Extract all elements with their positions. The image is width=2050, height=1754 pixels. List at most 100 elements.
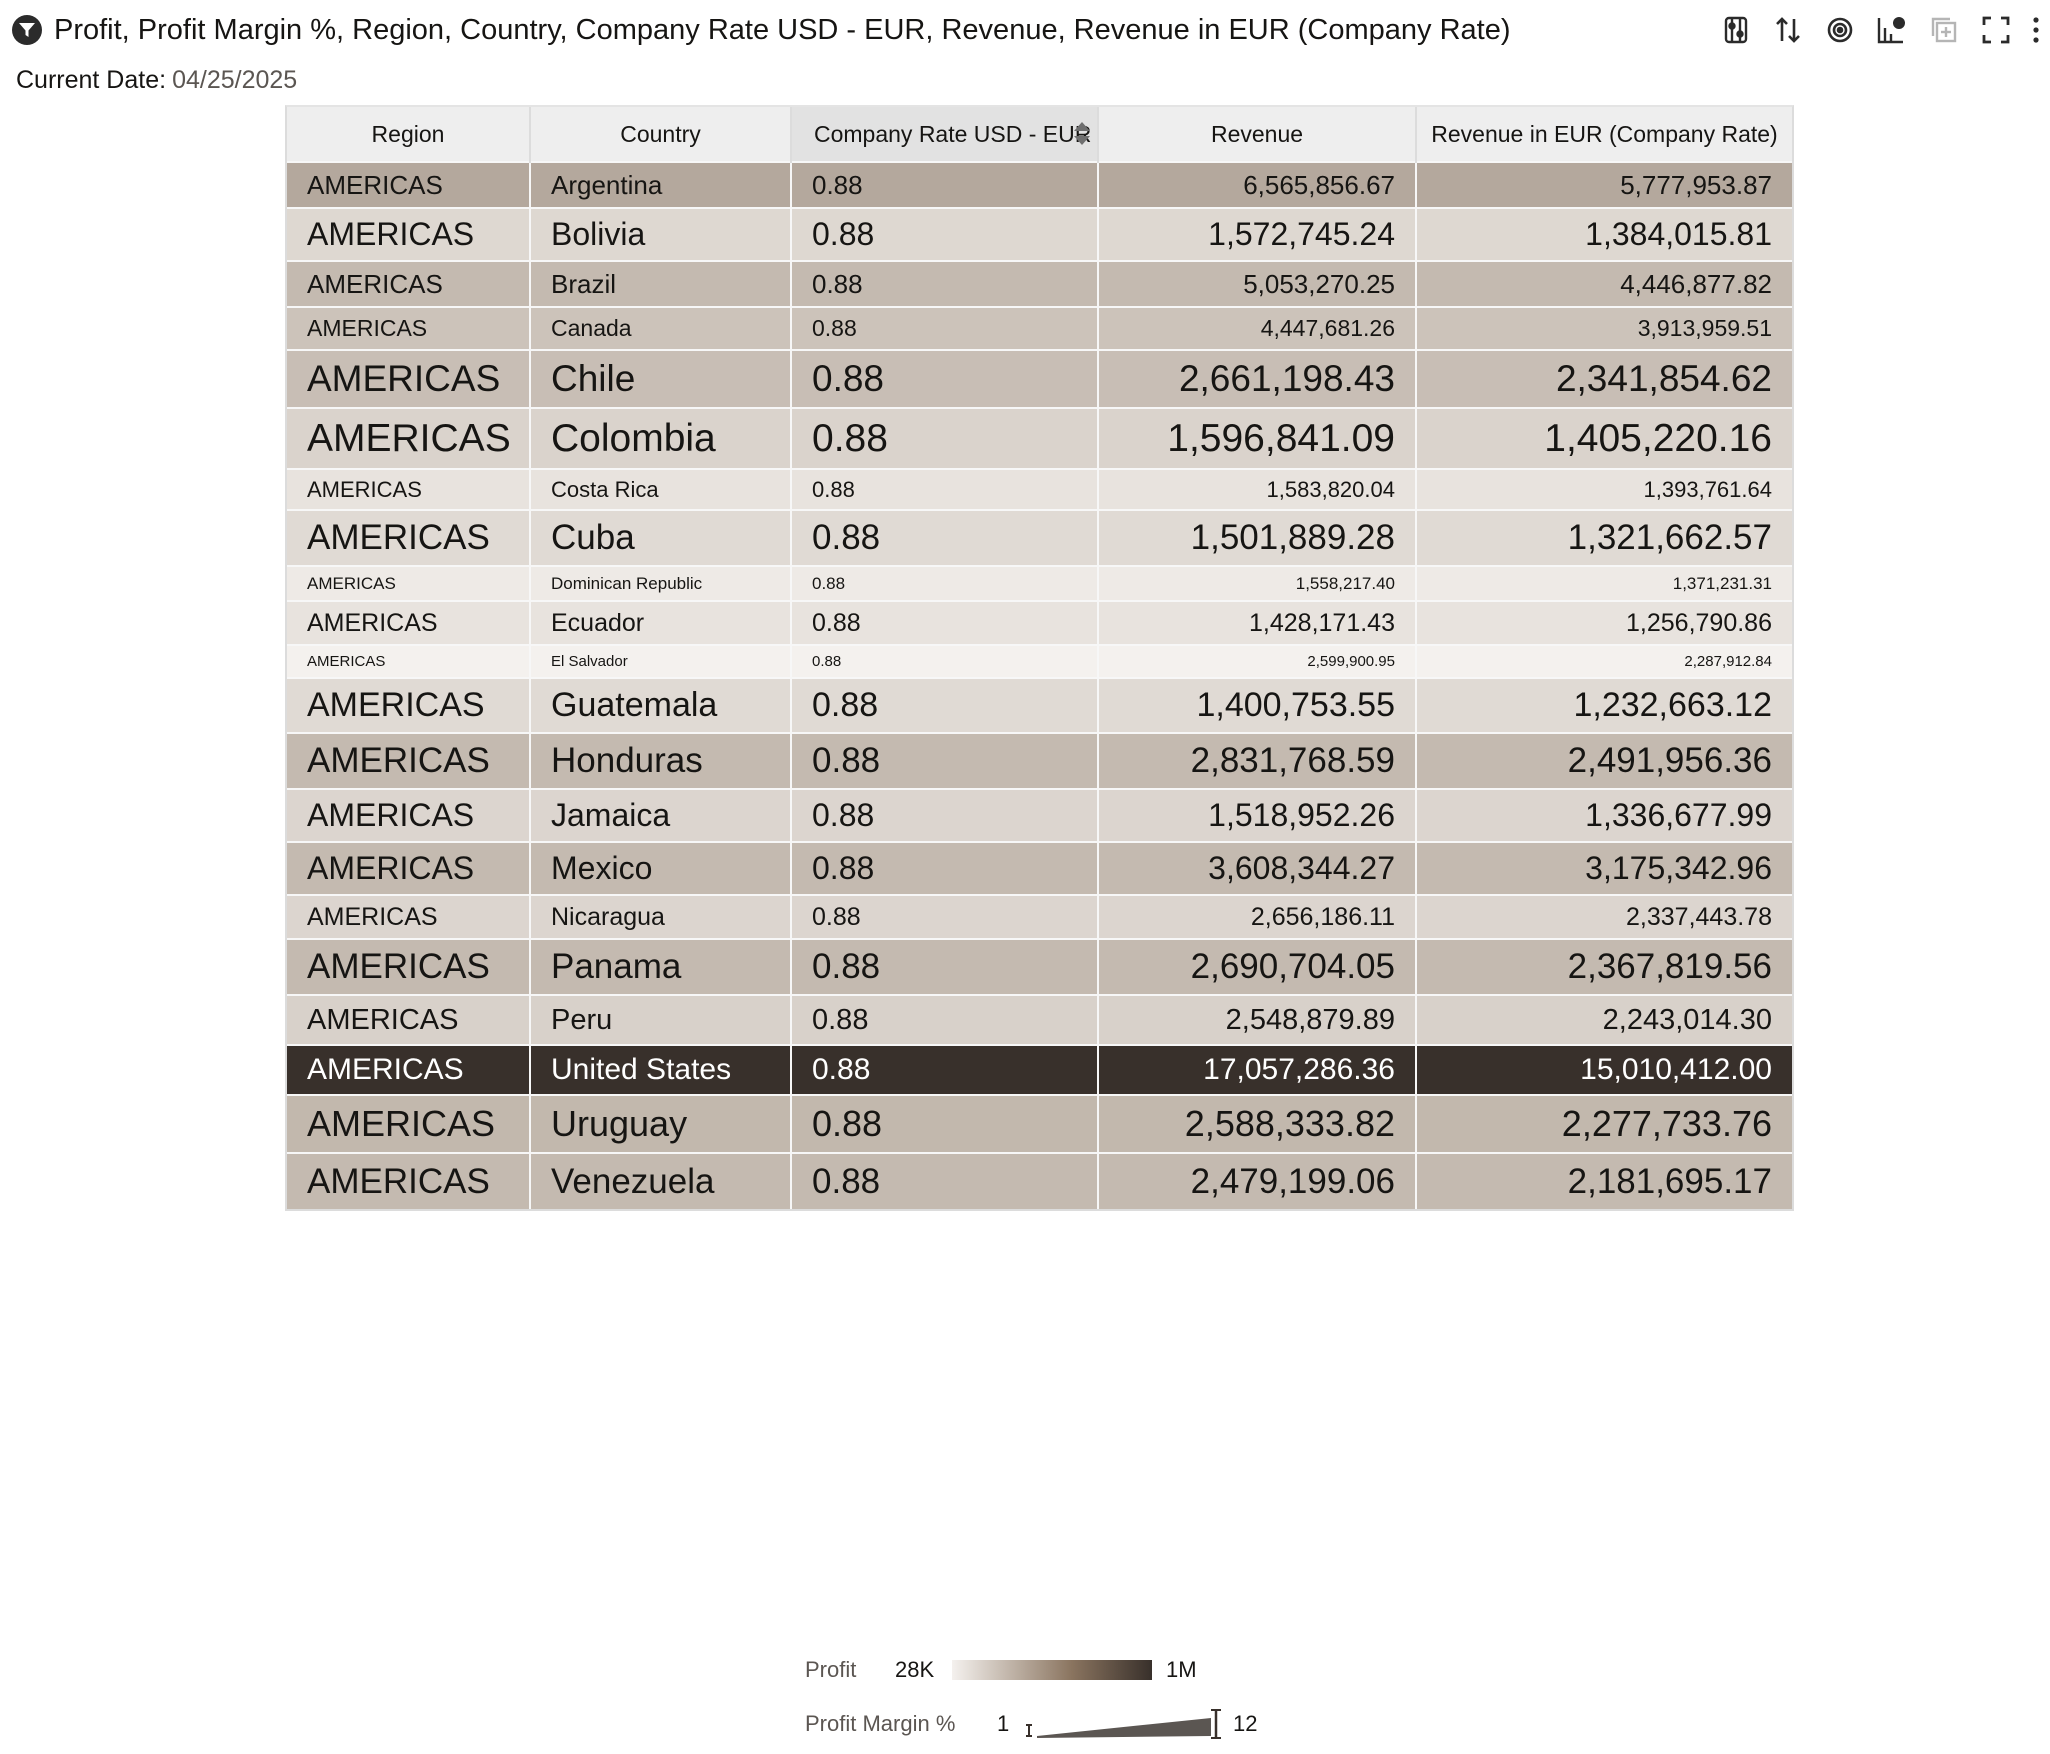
revenue-eur-cell[interactable]: 5,777,953.87 [1416,161,1792,208]
company-rate-cell[interactable]: 0.88 [791,161,1099,208]
column-header-country[interactable]: Country [530,107,792,162]
table-row[interactable]: AMERICAS Honduras 0.88 2,831,768.59 2,491,95… [287,732,1792,789]
country-cell[interactable]: Peru [530,994,792,1045]
region-cell[interactable]: AMERICAS [287,349,531,408]
table-row[interactable]: AMERICAS Dominican Republic 0.88 1,558,217.… [287,565,1792,601]
revenue-cell[interactable]: 1,596,841.09 [1098,407,1417,469]
revenue-cell[interactable]: 1,400,753.55 [1098,677,1417,733]
region-cell[interactable]: AMERICAS [287,677,531,733]
company-rate-cell[interactable]: 0.88 [791,407,1099,469]
revenue-cell[interactable]: 1,558,217.40 [1098,565,1417,601]
table-row[interactable]: AMERICAS Jamaica 0.88 1,518,952.26 1,336,677… [287,788,1792,842]
company-rate-cell[interactable]: 0.88 [791,260,1099,307]
revenue-eur-cell[interactable]: 1,232,663.12 [1416,677,1792,733]
country-cell[interactable]: Panama [530,938,792,995]
country-cell[interactable]: Dominican Republic [530,565,792,601]
region-cell[interactable]: AMERICAS [287,1094,531,1153]
company-rate-cell[interactable]: 0.88 [791,600,1099,645]
country-cell[interactable]: United States [530,1044,792,1095]
revenue-cell[interactable]: 2,656,186.11 [1098,894,1417,939]
table-row[interactable]: AMERICAS Cuba 0.88 1,501,889.28 1,321,662.57 [287,509,1792,566]
revenue-cell[interactable]: 4,447,681.26 [1098,306,1417,350]
company-rate-cell[interactable]: 0.88 [791,565,1099,601]
region-cell[interactable]: AMERICAS [287,938,531,995]
country-cell[interactable]: Chile [530,349,792,408]
region-cell[interactable]: AMERICAS [287,1044,531,1095]
company-rate-cell[interactable]: 0.88 [791,677,1099,733]
table-row[interactable]: AMERICAS Chile 0.88 2,661,198.43 2,341,854.6… [287,349,1792,408]
revenue-eur-cell[interactable]: 2,337,443.78 [1416,894,1792,939]
table-row[interactable]: AMERICAS Canada 0.88 4,447,681.26 3,913,959.… [287,306,1792,350]
table-row[interactable]: AMERICAS Nicaragua 0.88 2,656,186.11 2,337,4… [287,894,1792,939]
company-rate-cell[interactable]: 0.88 [791,468,1099,510]
revenue-cell[interactable]: 3,608,344.27 [1098,841,1417,895]
company-rate-cell[interactable]: 0.88 [791,788,1099,842]
country-cell[interactable]: Cuba [530,509,792,566]
filter-icon[interactable] [12,15,42,45]
region-cell[interactable]: AMERICAS [287,306,531,350]
filter-settings-icon[interactable] [1710,6,1762,54]
revenue-eur-cell[interactable]: 1,321,662.57 [1416,509,1792,566]
table-row[interactable]: AMERICAS Costa Rica 0.88 1,583,820.04 1,393,… [287,468,1792,510]
revenue-cell[interactable]: 6,565,856.67 [1098,161,1417,208]
revenue-eur-cell[interactable]: 15,010,412.00 [1416,1044,1792,1095]
region-cell[interactable]: AMERICAS [287,509,531,566]
region-cell[interactable]: AMERICAS [287,207,531,261]
revenue-cell[interactable]: 1,583,820.04 [1098,468,1417,510]
region-cell[interactable]: AMERICAS [287,565,531,601]
company-rate-cell[interactable]: 0.88 [791,938,1099,995]
region-cell[interactable]: AMERICAS [287,644,531,678]
country-cell[interactable]: Argentina [530,161,792,208]
table-row[interactable]: AMERICAS Argentina 0.88 6,565,856.67 5,777,9… [287,161,1792,208]
revenue-eur-cell[interactable]: 2,277,733.76 [1416,1094,1792,1153]
company-rate-cell[interactable]: 0.88 [791,732,1099,789]
revenue-eur-cell[interactable]: 2,243,014.30 [1416,994,1792,1045]
company-rate-cell[interactable]: 0.88 [791,306,1099,350]
revenue-cell[interactable]: 2,661,198.43 [1098,349,1417,408]
country-cell[interactable]: Venezuela [530,1152,792,1209]
country-cell[interactable]: Guatemala [530,677,792,733]
country-cell[interactable]: Colombia [530,407,792,469]
company-rate-cell[interactable]: 0.88 [791,1152,1099,1209]
region-cell[interactable]: AMERICAS [287,732,531,789]
country-cell[interactable]: Brazil [530,260,792,307]
table-row[interactable]: AMERICAS Brazil 0.88 5,053,270.25 4,446,877.… [287,260,1792,307]
revenue-cell[interactable]: 2,548,879.89 [1098,994,1417,1045]
revenue-eur-cell[interactable]: 2,491,956.36 [1416,732,1792,789]
column-header-company-rate[interactable]: Company Rate USD - EUR [791,107,1099,162]
country-cell[interactable]: Nicaragua [530,894,792,939]
country-cell[interactable]: Honduras [530,732,792,789]
company-rate-cell[interactable]: 0.88 [791,207,1099,261]
revenue-eur-cell[interactable]: 1,384,015.81 [1416,207,1792,261]
revenue-cell[interactable]: 2,831,768.59 [1098,732,1417,789]
region-cell[interactable]: AMERICAS [287,1152,531,1209]
target-icon[interactable] [1814,6,1866,54]
region-cell[interactable]: AMERICAS [287,468,531,510]
table-row[interactable]: AMERICAS Peru 0.88 2,548,879.89 2,243,014.30 [287,994,1792,1045]
company-rate-cell[interactable]: 0.88 [791,841,1099,895]
company-rate-cell[interactable]: 0.88 [791,1094,1099,1153]
column-header-revenue-eur[interactable]: Revenue in EUR (Company Rate) [1416,107,1792,162]
table-row[interactable]: AMERICAS Colombia 0.88 1,596,841.09 1,405,22… [287,407,1792,469]
company-rate-cell[interactable]: 0.88 [791,509,1099,566]
table-row[interactable]: AMERICAS Uruguay 0.88 2,588,333.82 2,277,733… [287,1094,1792,1153]
revenue-eur-cell[interactable]: 1,256,790.86 [1416,600,1792,645]
country-cell[interactable]: Bolivia [530,207,792,261]
country-cell[interactable]: Uruguay [530,1094,792,1153]
revenue-cell[interactable]: 2,599,900.95 [1098,644,1417,678]
revenue-cell[interactable]: 17,057,286.36 [1098,1044,1417,1095]
revenue-eur-cell[interactable]: 1,393,761.64 [1416,468,1792,510]
table-row[interactable]: AMERICAS Bolivia 0.88 1,572,745.24 1,384,015… [287,207,1792,261]
table-row[interactable]: AMERICAS United States 0.88 17,057,286.36 15… [287,1044,1792,1095]
table-row[interactable]: AMERICAS Panama 0.88 2,690,704.05 2,367,819.… [287,938,1792,995]
country-cell[interactable]: Costa Rica [530,468,792,510]
region-cell[interactable]: AMERICAS [287,994,531,1045]
company-rate-cell[interactable]: 0.88 [791,644,1099,678]
revenue-eur-cell[interactable]: 1,371,231.31 [1416,565,1792,601]
table-row[interactable]: AMERICAS Guatemala 0.88 1,400,753.55 1,232,6… [287,677,1792,733]
revenue-cell[interactable]: 2,690,704.05 [1098,938,1417,995]
chart-properties-icon[interactable] [1866,6,1918,54]
revenue-cell[interactable]: 1,428,171.43 [1098,600,1417,645]
revenue-eur-cell[interactable]: 2,367,819.56 [1416,938,1792,995]
table-row[interactable]: AMERICAS Mexico 0.88 3,608,344.27 3,175,342.… [287,841,1792,895]
